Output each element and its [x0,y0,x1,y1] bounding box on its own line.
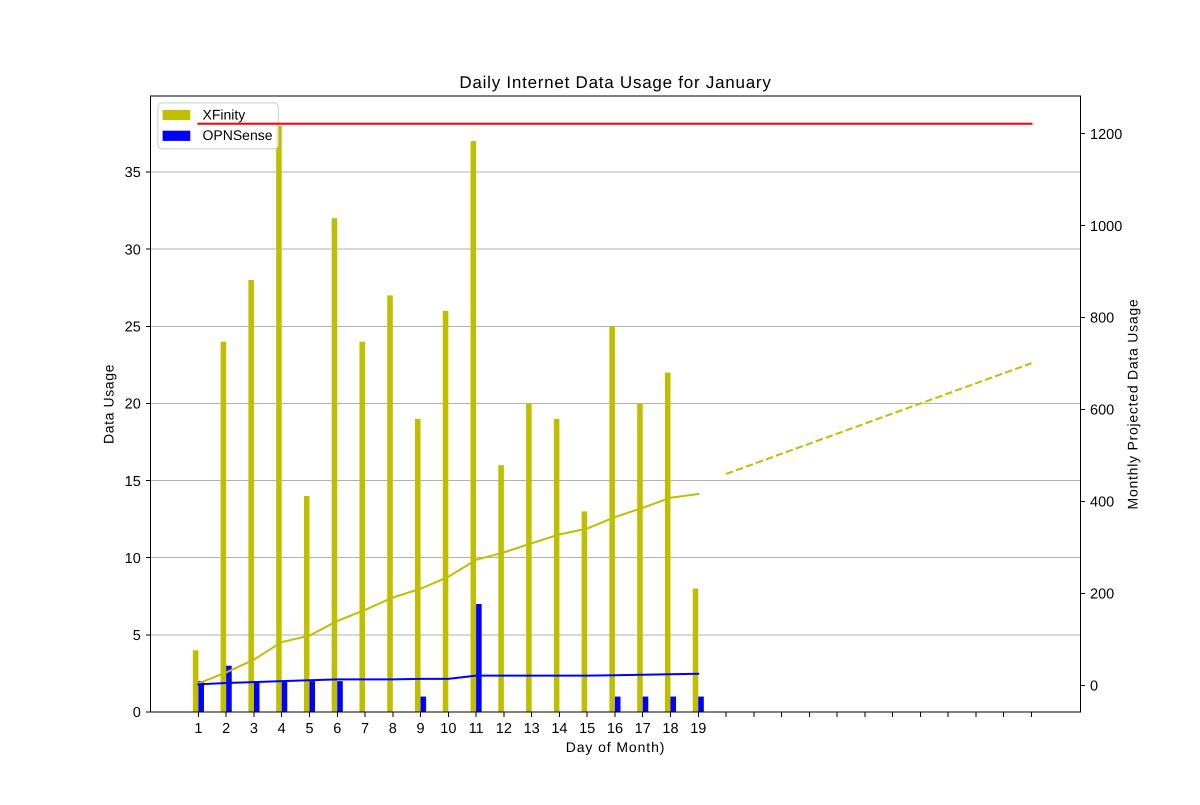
svg-text:200: 200 [1090,587,1114,603]
svg-text:1200: 1200 [1090,127,1122,143]
svg-text:17: 17 [635,721,651,737]
svg-text:11: 11 [469,721,484,737]
svg-text:6: 6 [333,721,341,737]
svg-text:14: 14 [551,721,567,737]
svg-text:20: 20 [125,397,141,413]
svg-text:Daily Internet Data Usage for: Daily Internet Data Usage for January [459,73,771,92]
svg-text:0: 0 [133,705,141,721]
svg-text:400: 400 [1090,495,1114,511]
svg-text:2: 2 [222,721,230,737]
svg-text:8: 8 [389,721,397,737]
svg-text:7: 7 [361,721,369,737]
svg-text:1: 1 [194,721,202,737]
svg-text:3: 3 [250,721,258,737]
svg-text:Data Usage: Data Usage [101,364,117,444]
svg-text:25: 25 [125,319,141,335]
svg-text:35: 35 [125,165,141,181]
svg-text:4: 4 [278,721,286,737]
svg-text:9: 9 [417,721,425,737]
svg-text:15: 15 [125,474,141,490]
svg-text:OPNSense: OPNSense [203,127,273,143]
svg-text:18: 18 [662,721,678,737]
svg-text:Monthly Projected Data Usage: Monthly Projected Data Usage [1125,299,1141,510]
svg-text:800: 800 [1090,311,1114,327]
svg-text:15: 15 [579,721,595,737]
svg-text:13: 13 [524,721,540,737]
svg-text:19: 19 [690,721,706,737]
svg-text:10: 10 [125,551,141,567]
svg-text:5: 5 [133,628,141,644]
svg-text:1000: 1000 [1090,219,1122,235]
svg-text:0: 0 [1090,679,1098,695]
svg-text:12: 12 [496,721,512,737]
svg-text:600: 600 [1090,403,1114,419]
svg-text:10: 10 [440,721,456,737]
svg-text:16: 16 [607,721,623,737]
svg-text:5: 5 [305,721,313,737]
svg-text:XFinity: XFinity [203,106,246,122]
svg-text:30: 30 [125,242,141,258]
svg-text:Day of Month): Day of Month) [566,739,666,755]
